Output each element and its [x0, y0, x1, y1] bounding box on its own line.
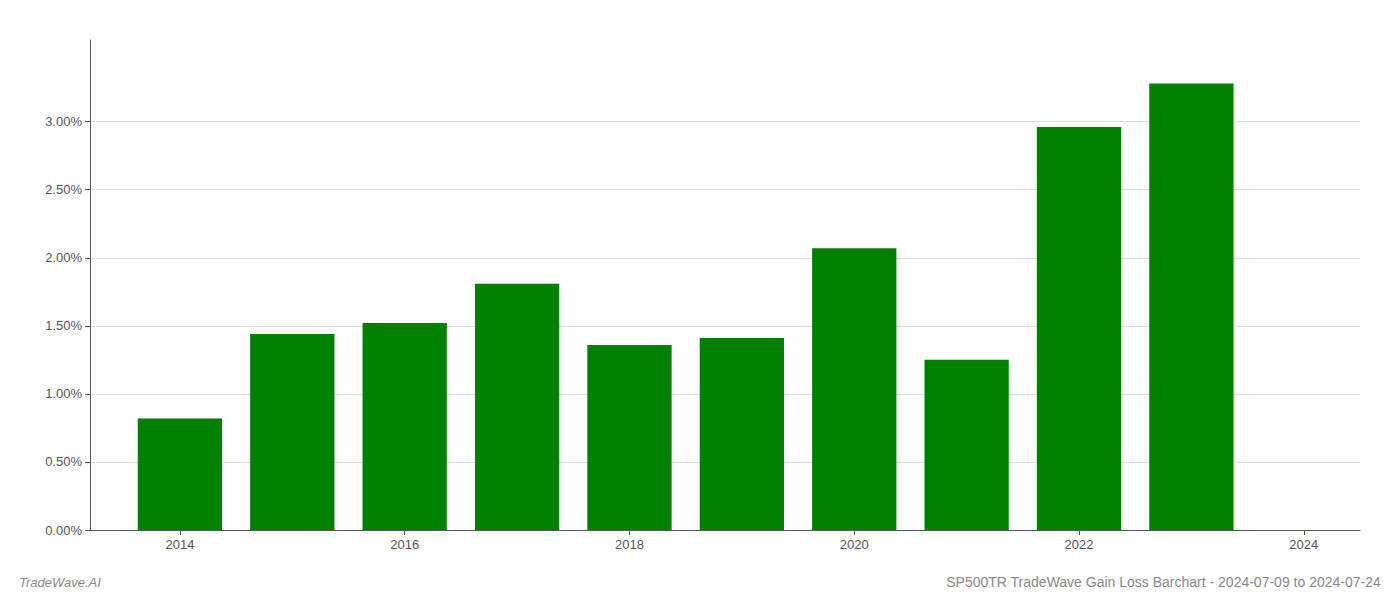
- svg-text:2.50%: 2.50%: [45, 182, 82, 197]
- svg-text:0.00%: 0.00%: [45, 523, 82, 538]
- svg-text:2024: 2024: [1289, 537, 1318, 552]
- svg-text:2022: 2022: [1065, 537, 1094, 552]
- svg-text:1.50%: 1.50%: [45, 318, 82, 333]
- svg-text:2020: 2020: [840, 537, 869, 552]
- svg-text:2018: 2018: [615, 537, 644, 552]
- svg-text:2.00%: 2.00%: [45, 250, 82, 265]
- svg-text:0.50%: 0.50%: [45, 454, 82, 469]
- svg-text:2016: 2016: [390, 537, 419, 552]
- svg-text:TradeWave.AI: TradeWave.AI: [19, 575, 101, 590]
- svg-text:2014: 2014: [165, 537, 194, 552]
- svg-text:1.00%: 1.00%: [45, 386, 82, 401]
- svg-text:3.00%: 3.00%: [45, 114, 82, 129]
- svg-text:SP500TR TradeWave Gain Loss Ba: SP500TR TradeWave Gain Loss Barchart - 2…: [946, 574, 1381, 590]
